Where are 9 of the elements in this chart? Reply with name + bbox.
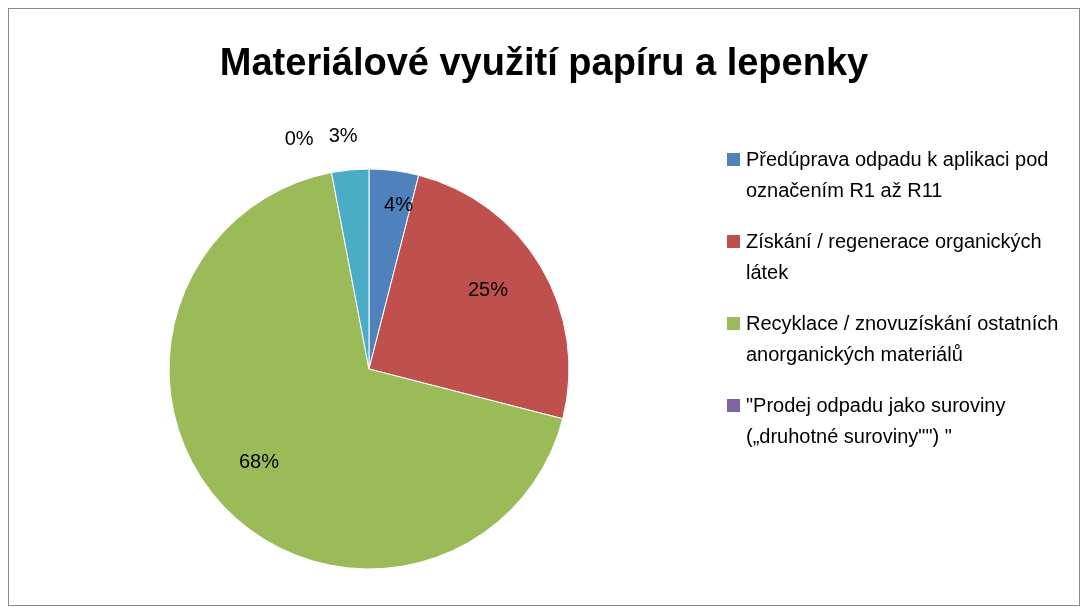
- legend-label: "Prodej odpadu jako suroviny („druhotné suroviny"") ": [746, 393, 1007, 449]
- text: 0%: [284, 127, 314, 150]
- chart-title: Materiálové využití papíru a lepenky: [218, 41, 870, 84]
- legend-label: Získání / regenerace organických látek: [746, 229, 1043, 285]
- legend-label: Recyklace / znovuzískání ostatních anorganických materiálů: [746, 311, 1060, 367]
- data-label: 3%: [328, 124, 358, 147]
- data-label: 68%: [239, 449, 280, 472]
- legend-label: Předúprava odpadu k aplikaci pod označením R1 až R11: [746, 147, 1050, 203]
- data-label: 25%: [467, 277, 509, 300]
